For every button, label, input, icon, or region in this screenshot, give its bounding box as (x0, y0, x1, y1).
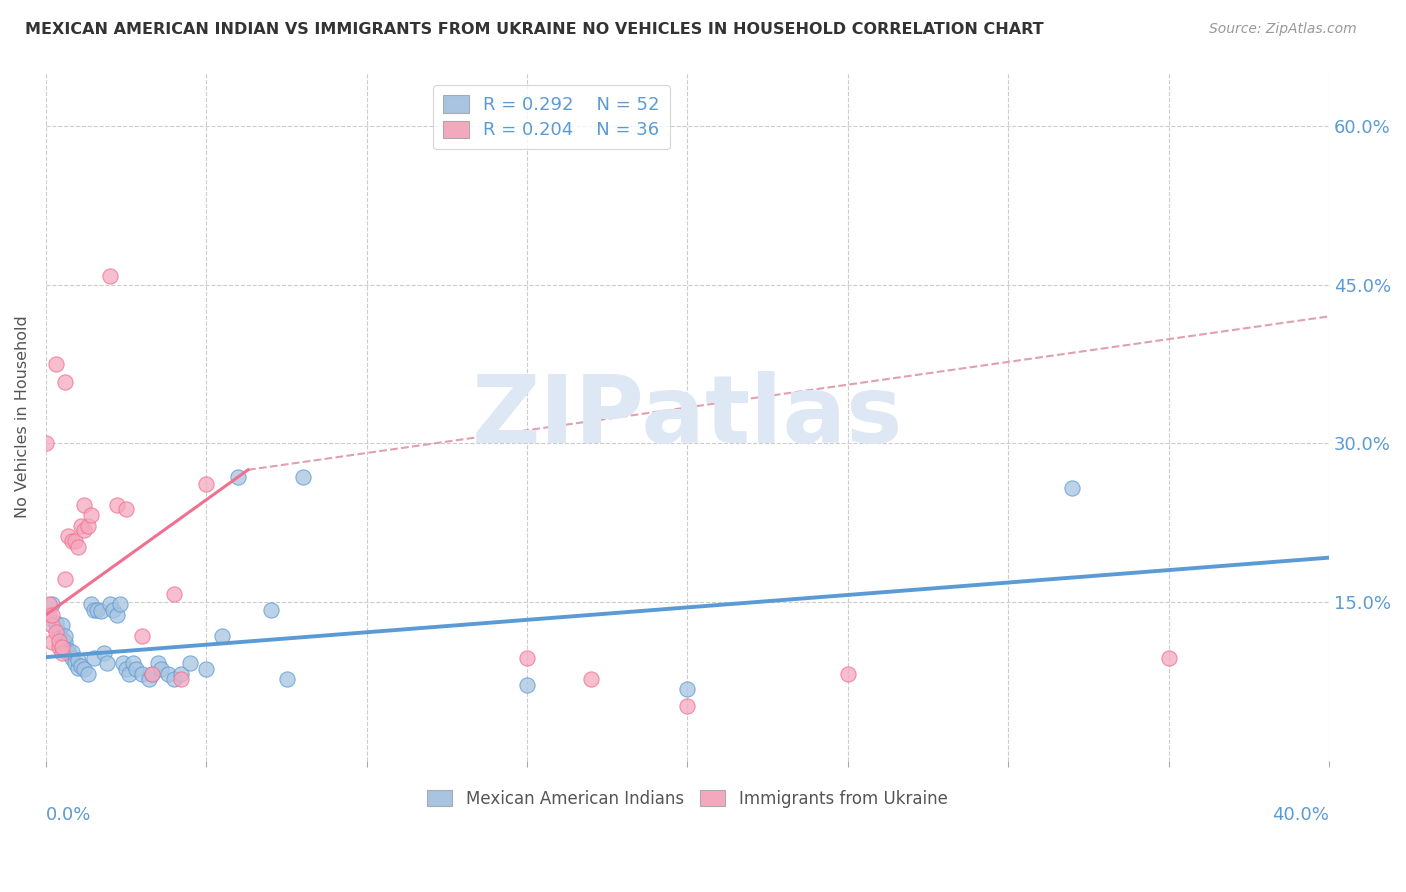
Point (93, 646, 115, 660)
Point (60, 645, 83, 659)
Point (96, 657, 118, 671)
Point (581, 673, 603, 687)
Point (41, 597, 63, 611)
Point (45, 357, 67, 371)
Point (41, 635, 63, 649)
Point (53, 572, 76, 586)
Point (67, 661, 90, 675)
Point (170, 673, 193, 687)
Point (45, 616, 67, 631)
Point (105, 607, 128, 622)
Point (179, 657, 201, 671)
Text: 40.0%: 40.0% (1272, 805, 1329, 823)
Point (51, 646, 73, 660)
Point (48, 640, 70, 654)
Point (163, 587, 186, 601)
Point (53, 629, 76, 643)
Point (291, 470, 314, 484)
Point (35, 436, 58, 450)
Point (48, 624, 70, 639)
Point (259, 602, 281, 616)
Point (73, 498, 96, 512)
Point (48, 634, 70, 648)
Point (51, 640, 73, 654)
Point (195, 662, 218, 676)
Point (121, 657, 143, 671)
Point (516, 678, 538, 692)
Point (118, 667, 141, 681)
Point (53, 635, 76, 649)
Point (141, 667, 163, 681)
Point (837, 667, 859, 681)
Point (115, 662, 138, 676)
Point (131, 629, 153, 643)
Legend: Mexican American Indians, Immigrants from Ukraine: Mexican American Indians, Immigrants fro… (420, 783, 955, 814)
Point (111, 657, 134, 671)
Point (141, 667, 163, 681)
Point (103, 602, 125, 616)
Point (1062, 481, 1084, 495)
Point (53, 375, 76, 389)
Point (156, 667, 179, 681)
Text: Source: ZipAtlas.com: Source: ZipAtlas.com (1209, 22, 1357, 37)
Point (58, 529, 80, 543)
Point (83, 651, 105, 665)
Point (70, 658, 93, 673)
Point (148, 657, 170, 671)
Point (60, 651, 83, 665)
Point (1157, 651, 1180, 665)
Text: 0.0%: 0.0% (46, 805, 91, 823)
Point (676, 698, 699, 713)
Point (228, 470, 250, 484)
Point (60, 533, 83, 548)
Point (125, 662, 148, 676)
Point (138, 673, 160, 687)
Point (41, 607, 63, 622)
Point (516, 651, 538, 665)
Point (170, 667, 193, 681)
Point (73, 662, 96, 676)
Point (676, 681, 699, 696)
Point (67, 540, 90, 554)
Point (108, 597, 131, 611)
Text: ZIPatlas: ZIPatlas (472, 371, 903, 463)
Point (38, 607, 60, 622)
Point (86, 602, 108, 616)
Point (115, 502, 138, 516)
Point (76, 667, 98, 681)
Point (73, 523, 96, 537)
Point (63, 533, 86, 548)
Point (195, 476, 218, 491)
Point (38, 611, 60, 625)
Point (51, 632, 73, 647)
Point (98, 269, 121, 284)
Point (276, 673, 298, 687)
Point (105, 498, 128, 512)
Point (83, 602, 105, 616)
Y-axis label: No Vehicles in Household: No Vehicles in Household (15, 316, 30, 518)
Point (51, 618, 73, 632)
Point (63, 657, 86, 671)
Point (98, 597, 121, 611)
Point (211, 629, 233, 643)
Point (58, 646, 80, 660)
Point (41, 618, 63, 632)
Point (150, 662, 173, 676)
Point (38, 597, 60, 611)
Point (76, 519, 98, 533)
Point (89, 603, 111, 617)
Point (80, 597, 103, 611)
Point (70, 519, 93, 533)
Point (163, 673, 186, 687)
Point (58, 642, 80, 657)
Point (131, 667, 153, 681)
Text: MEXICAN AMERICAN INDIAN VS IMMIGRANTS FROM UKRAINE NO VEHICLES IN HOUSEHOLD CORR: MEXICAN AMERICAN INDIAN VS IMMIGRANTS FR… (25, 22, 1043, 37)
Point (80, 508, 103, 523)
Point (67, 653, 90, 667)
Point (45, 624, 67, 639)
